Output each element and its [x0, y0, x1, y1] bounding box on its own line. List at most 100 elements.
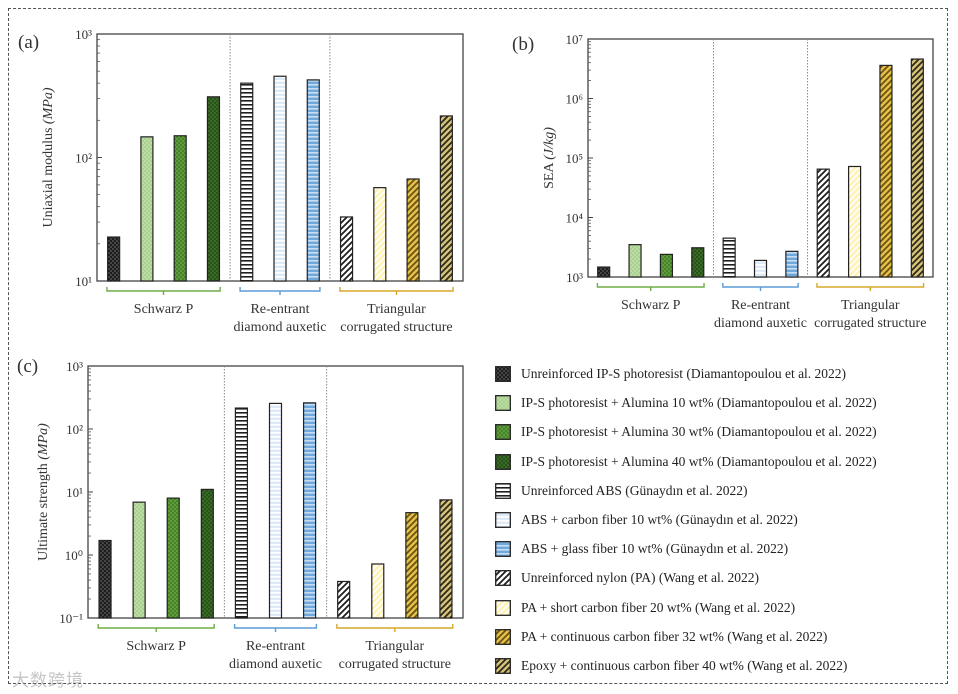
bar-5	[240, 82, 254, 282]
group-bracket	[722, 283, 799, 291]
ytick-label: 10³	[566, 270, 583, 285]
group-label: diamond auxetic	[229, 657, 322, 672]
y-axis-title: SEA	[542, 160, 557, 189]
legend-item: Unreinforced ABS (Günaydın et al. 2022)	[495, 481, 747, 501]
chart-b: (b) 10³ 10⁴ 10⁵ 10⁶ 10⁷ SEA (J/kg) Schwarz P Re-…	[512, 32, 934, 331]
legend-item: ABS + carbon fiber 10 wt% (Günaydın et a…	[495, 510, 798, 530]
bar-11	[910, 58, 924, 278]
group-label: Schwarz P	[126, 639, 186, 654]
group-bracket	[233, 624, 318, 632]
legend-swatch	[495, 366, 511, 382]
ytick-label: 10¹	[66, 485, 83, 500]
group-label: Re-entrant	[250, 302, 309, 317]
legend-label: IP-S photoresist + Alumina 30 wt% (Diama…	[521, 424, 877, 440]
bar-1	[98, 539, 112, 619]
group-bracket	[239, 287, 321, 295]
group-label: diamond auxetic	[234, 320, 327, 335]
group-bracket	[106, 287, 221, 295]
legend-swatch	[495, 541, 511, 558]
bar-2	[628, 244, 642, 278]
bar-11	[439, 115, 453, 282]
ytick-label: 10⁶	[565, 92, 583, 107]
legend-item: IP-S photoresist + Alumina 30 wt% (Diama…	[495, 422, 877, 442]
bar-6	[273, 75, 287, 282]
bar-9	[373, 187, 387, 282]
y-axis-title: Ultimate strength	[36, 460, 51, 561]
panel-label: (c)	[17, 356, 38, 377]
bar-7	[785, 250, 799, 278]
bar-8	[339, 216, 354, 282]
bar-1	[597, 266, 611, 278]
bar-10	[879, 64, 893, 278]
bar-1	[107, 236, 121, 282]
bar-10	[405, 512, 419, 619]
bar-8	[816, 168, 830, 278]
bar-11	[439, 499, 453, 619]
group-label: Re-entrant	[246, 639, 305, 654]
ytick-label: 10²	[75, 151, 92, 166]
y-axis-title: Uniaxial modulus	[41, 124, 56, 227]
bar-6	[753, 259, 768, 278]
legend-item: IP-S photoresist + Alumina 40 wt% (Diama…	[495, 452, 877, 472]
bar-6	[268, 402, 283, 619]
legend-item: PA + short carbon fiber 20 wt% (Wang et …	[495, 598, 795, 618]
legend-item: Unreinforced nylon (PA) (Wang et al. 202…	[495, 568, 759, 588]
legend-item: IP-S photoresist + Alumina 10 wt% (Diama…	[495, 393, 877, 413]
legend-label: Unreinforced IP-S photoresist (Diamantop…	[521, 366, 847, 381]
legend-item: Unreinforced IP-S photoresist (Diamantop…	[495, 364, 846, 384]
y-axis-label: SEA (J/kg)	[542, 127, 557, 189]
legend-swatch	[495, 570, 511, 587]
legend-label: Unreinforced nylon (PA) (Wang et al. 202…	[521, 570, 759, 586]
legend-label: PA + short carbon fiber 20 wt% (Wang et …	[521, 599, 796, 615]
watermark: 大数跨境	[12, 671, 84, 691]
legend-label: ABS + glass fiber 10 wt% (Günaydın et al…	[521, 541, 789, 557]
group-label: corrugated structure	[340, 320, 452, 335]
group-label: Schwarz P	[134, 302, 194, 317]
bar-9	[371, 563, 385, 619]
y-axis-unit: (MPa)	[36, 423, 51, 460]
legend-swatch	[495, 395, 511, 412]
legend-item: PA + continuous carbon fiber 32 wt% (Wan…	[495, 627, 827, 647]
legend-label: PA + continuous carbon fiber 32 wt% (Wan…	[521, 628, 828, 644]
group-label: Triangular	[367, 302, 426, 317]
bar-10	[406, 178, 420, 282]
legend-label: ABS + carbon fiber 10 wt% (Günaydın et a…	[521, 512, 798, 527]
group-label: Schwarz P	[621, 298, 681, 313]
legend-swatch	[495, 658, 511, 674]
ytick-label: 10³	[75, 27, 92, 42]
bar-7	[306, 79, 320, 282]
bar-9	[847, 165, 862, 278]
bar-8	[337, 580, 351, 619]
group-bracket	[596, 283, 705, 291]
bar-5	[722, 237, 736, 278]
legend-label: Unreinforced ABS (Günaydın et al. 2022)	[521, 482, 748, 498]
chart-c: (c) 10⁻¹ 10⁰ 10¹ 10² 10³ Ultimate strength (MP…	[17, 356, 464, 672]
y-axis-unit: (J/kg)	[542, 127, 557, 160]
legend-swatch	[495, 512, 511, 528]
legend-swatch	[495, 453, 511, 470]
ytick-label: 10⁰	[65, 548, 83, 563]
ytick-label: 10¹	[75, 274, 92, 289]
ytick-label: 10⁴	[565, 211, 583, 226]
bar-5	[234, 407, 249, 619]
panel-label: (b)	[512, 34, 534, 55]
group-label: Triangular	[841, 298, 900, 313]
ytick-label: 10⁵	[565, 151, 583, 166]
y-axis-unit: (MPa)	[41, 87, 56, 124]
legend-label: IP-S photoresist + Alumina 10 wt% (Diama…	[521, 395, 877, 411]
legend-swatch	[495, 482, 511, 499]
bar-2	[132, 501, 146, 619]
bar-7	[302, 402, 317, 619]
group-label: corrugated structure	[814, 316, 926, 331]
legend-item: ABS + glass fiber 10 wt% (Günaydın et al…	[495, 539, 788, 559]
ytick-label: 10³	[66, 359, 83, 374]
group-bracket	[97, 624, 215, 632]
group-bracket	[336, 624, 454, 632]
y-axis-label: Ultimate strength (MPa)	[36, 423, 51, 561]
bar-3	[173, 135, 187, 282]
group-bracket	[339, 287, 454, 295]
bar-4	[206, 96, 221, 282]
legend-label: IP-S photoresist + Alumina 40 wt% (Diama…	[521, 453, 877, 469]
legend-swatch	[495, 424, 511, 441]
